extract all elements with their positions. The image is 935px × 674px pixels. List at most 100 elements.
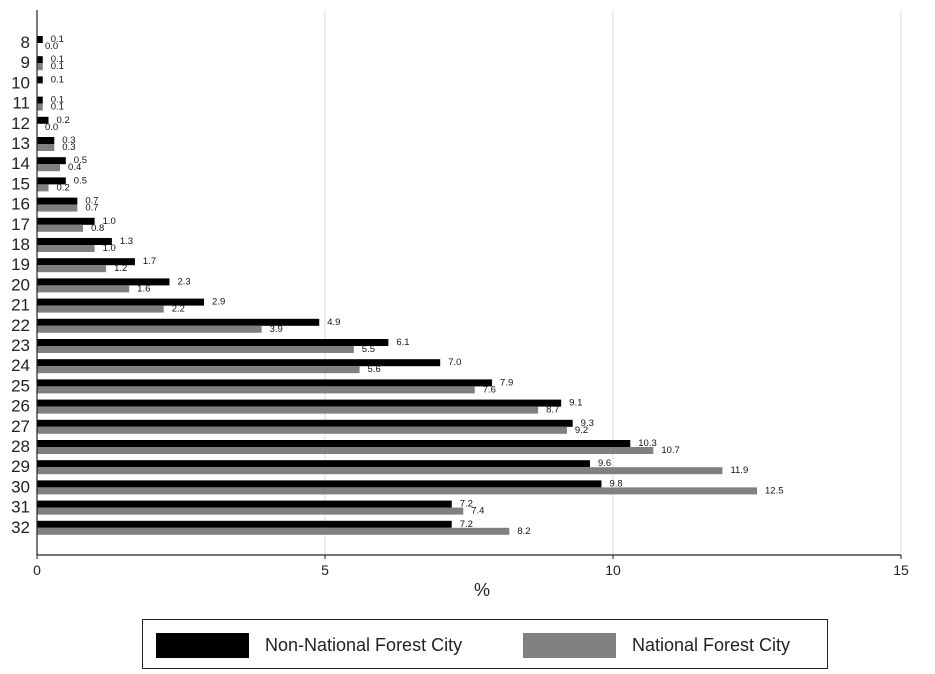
y-tick-label: 20: [11, 275, 30, 294]
y-tick-label: 32: [11, 518, 30, 537]
y-tick-label: 29: [11, 457, 30, 476]
bar-value-label: 0.0: [45, 122, 58, 133]
bar-value-label: 0.1: [51, 74, 64, 85]
bar-value-label: 0.8: [91, 223, 104, 234]
legend-label-national: National Forest City: [632, 635, 791, 655]
bar-value-label: 0.2: [57, 115, 70, 126]
bar: [37, 467, 723, 475]
bar-value-label: 0.5: [74, 155, 87, 166]
y-tick-label: 31: [11, 498, 30, 517]
y-tick-label: 21: [11, 296, 30, 315]
bar: [37, 399, 562, 407]
y-tick-label: 30: [11, 477, 30, 496]
bar-value-label: 5.5: [362, 344, 375, 355]
y-tick-label: 28: [11, 437, 30, 456]
bar: [37, 76, 43, 84]
y-tick-label: 14: [11, 154, 30, 173]
bar: [37, 238, 112, 245]
bar-value-label: 1.3: [120, 236, 133, 247]
bar-value-label: 9.2: [575, 425, 588, 436]
bar-value-label: 7.4: [471, 506, 484, 517]
bar-value-label: 5.6: [368, 364, 381, 375]
bar-value-label: 9.8: [609, 478, 622, 489]
bar-value-label: 0.7: [85, 196, 98, 207]
bar: [37, 36, 43, 43]
bar: [37, 197, 78, 205]
bar-value-label: 1.0: [103, 216, 116, 227]
bar: [37, 278, 170, 286]
bar-value-label: 0.3: [62, 142, 75, 153]
y-tick-label: 16: [11, 195, 30, 214]
y-tick-label: 23: [11, 336, 30, 355]
bar: [37, 527, 510, 535]
bar: [37, 386, 475, 394]
y-tick-label: 11: [12, 94, 30, 113]
bar: [37, 217, 95, 225]
bar: [37, 184, 49, 192]
legend-swatch-non-national: [156, 633, 249, 658]
bar-value-label: 1.7: [143, 256, 156, 267]
bar: [37, 265, 107, 273]
bar: [37, 480, 602, 488]
bar-value-label: 7.6: [483, 384, 496, 395]
y-tick-label: 25: [11, 376, 30, 395]
bar: [37, 224, 84, 232]
legend-item-national: National Forest City: [523, 633, 790, 658]
bar: [37, 440, 631, 447]
x-tick-label: 5: [321, 562, 329, 578]
bar: [37, 318, 320, 326]
bar-value-label: 2.9: [212, 297, 225, 308]
bar: [37, 63, 43, 71]
bar: [37, 305, 164, 313]
y-tick-label: 26: [11, 397, 30, 416]
bar-value-label: 10.3: [638, 438, 657, 449]
y-tick-label: 18: [11, 235, 30, 254]
bar-value-label: 7.2: [460, 499, 473, 510]
bar: [37, 245, 95, 252]
bar-value-label: 1.2: [114, 263, 127, 274]
bar: [37, 258, 135, 266]
bar: [37, 116, 49, 124]
x-axis-title: %: [474, 580, 490, 600]
bar: [37, 137, 55, 144]
bar-value-label: 0.3: [62, 135, 75, 146]
bar: [37, 379, 493, 387]
bar-value-label: 11.9: [730, 465, 748, 476]
y-tick-label: 15: [11, 174, 30, 193]
bar: [37, 507, 464, 515]
bar: [37, 177, 66, 185]
axes: [36, 10, 902, 559]
bar: [37, 164, 61, 172]
bar-value-label: 0.7: [85, 203, 98, 214]
bar: [37, 103, 43, 111]
bar-value-label: 12.5: [765, 485, 784, 496]
bar-value-label: 7.2: [460, 519, 473, 530]
bar-value-label: 9.3: [581, 418, 594, 429]
bar-value-label: 2.2: [172, 304, 185, 315]
bar: [37, 460, 590, 468]
bar-value-label: 0.0: [45, 41, 58, 52]
bar: [37, 157, 66, 165]
bar: [37, 520, 452, 528]
bar-value-label: 3.9: [270, 324, 283, 335]
bar: [37, 487, 757, 495]
bar: [37, 144, 55, 151]
y-tick-label: 12: [11, 114, 30, 133]
bar-value-label: 0.5: [74, 175, 87, 186]
bar: [37, 447, 654, 454]
bar-value-label: 0.1: [51, 54, 64, 65]
y-tick-label: 17: [11, 215, 30, 234]
bar: [37, 366, 360, 374]
x-tick-label: 10: [605, 562, 621, 578]
bar: [37, 339, 389, 346]
bar-value-label: 9.1: [569, 398, 582, 409]
y-tick-label: 13: [11, 134, 30, 153]
bar: [37, 500, 452, 508]
bar: [37, 325, 262, 333]
bar: [37, 298, 205, 306]
y-tick-label: 8: [21, 33, 30, 52]
y-tick-label: 27: [11, 417, 30, 436]
bar-value-labels: 0.10.00.10.10.10.10.10.20.00.30.30.50.40…: [45, 34, 784, 537]
bar-value-label: 2.3: [177, 276, 190, 287]
